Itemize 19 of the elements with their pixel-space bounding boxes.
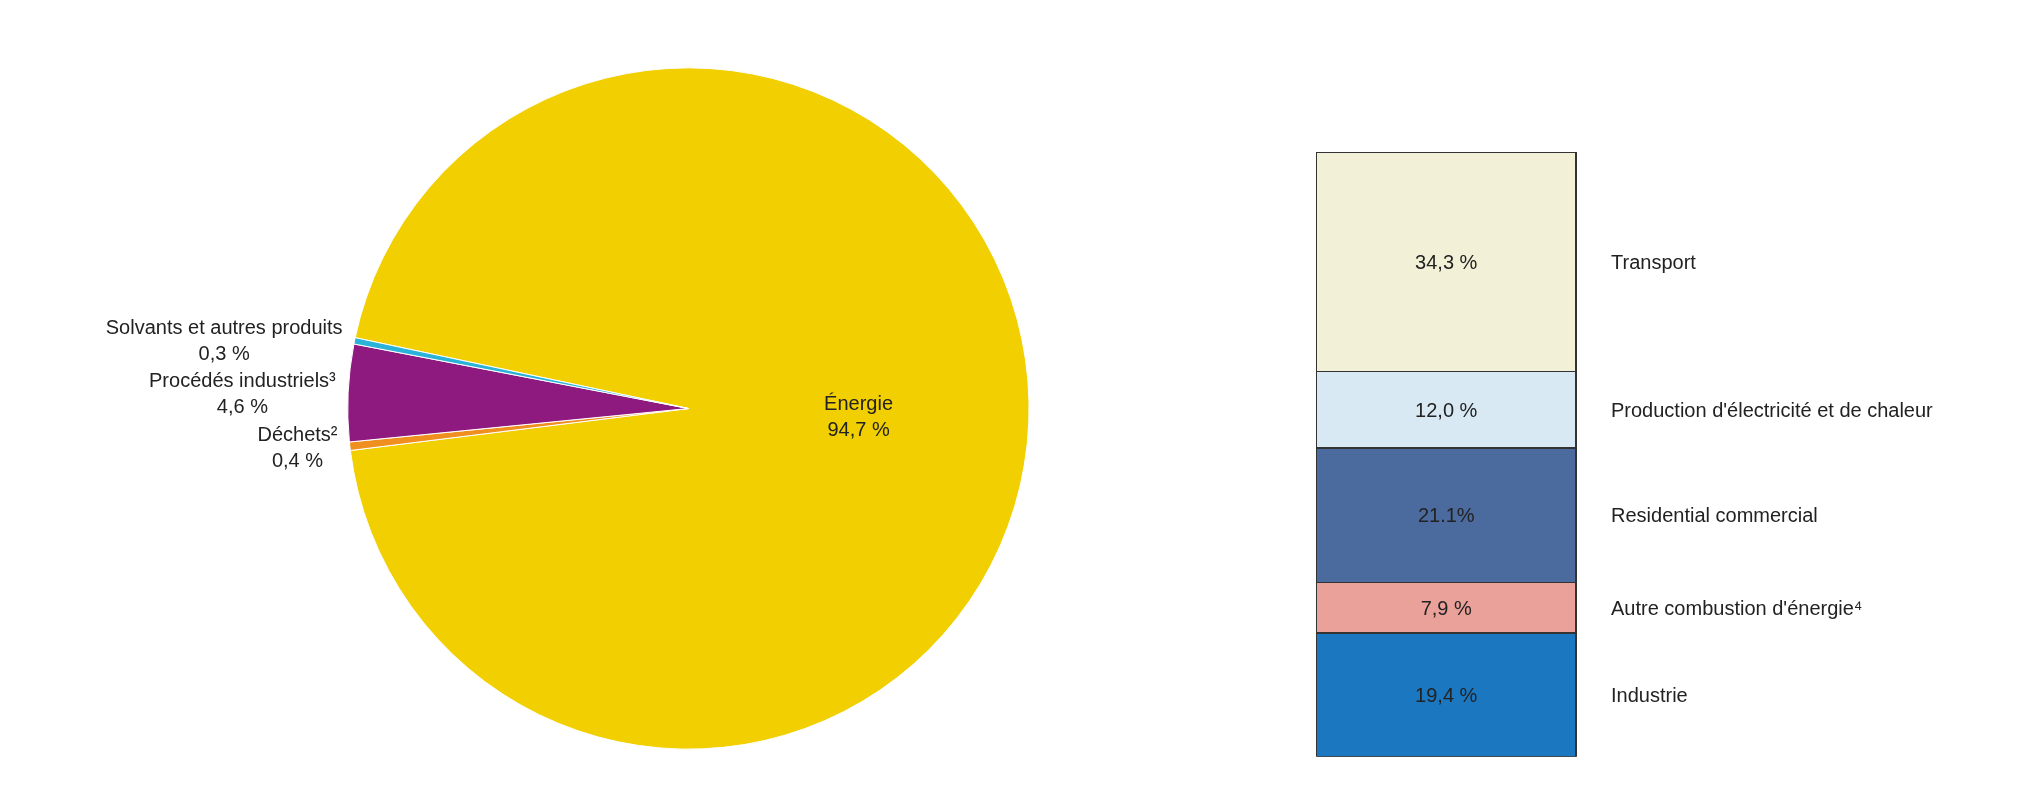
data-label: 94,7 % (827, 417, 890, 440)
slice-label: Procédés industriels³ (149, 368, 337, 391)
data-label: 0,3 % (198, 341, 250, 364)
data-label: 0,4 % (271, 448, 324, 471)
series-label: Residential commercial (1611, 504, 1818, 526)
data-label: 21.1% (1417, 504, 1475, 527)
data-label: 34,3 % (1415, 251, 1478, 274)
slice-label: Énergie (824, 391, 894, 414)
series-label: Transport (1611, 251, 1697, 273)
data-label: 4,6 % (216, 394, 269, 417)
pie-slice (349, 67, 1030, 750)
series-label: Autre combustion d'énergie⁴ (1611, 597, 1863, 619)
slice-label: Déchets² (257, 422, 338, 445)
series-label: Production d'électricité et de chaleur (1611, 399, 1934, 421)
data-label: 7,9 % (1420, 596, 1473, 619)
series-label: Industrie (1611, 684, 1688, 706)
data-label: 19,4 % (1415, 683, 1478, 706)
slice-label: Solvants et autres produits (105, 315, 343, 338)
data-label: 12,0 % (1415, 398, 1478, 421)
